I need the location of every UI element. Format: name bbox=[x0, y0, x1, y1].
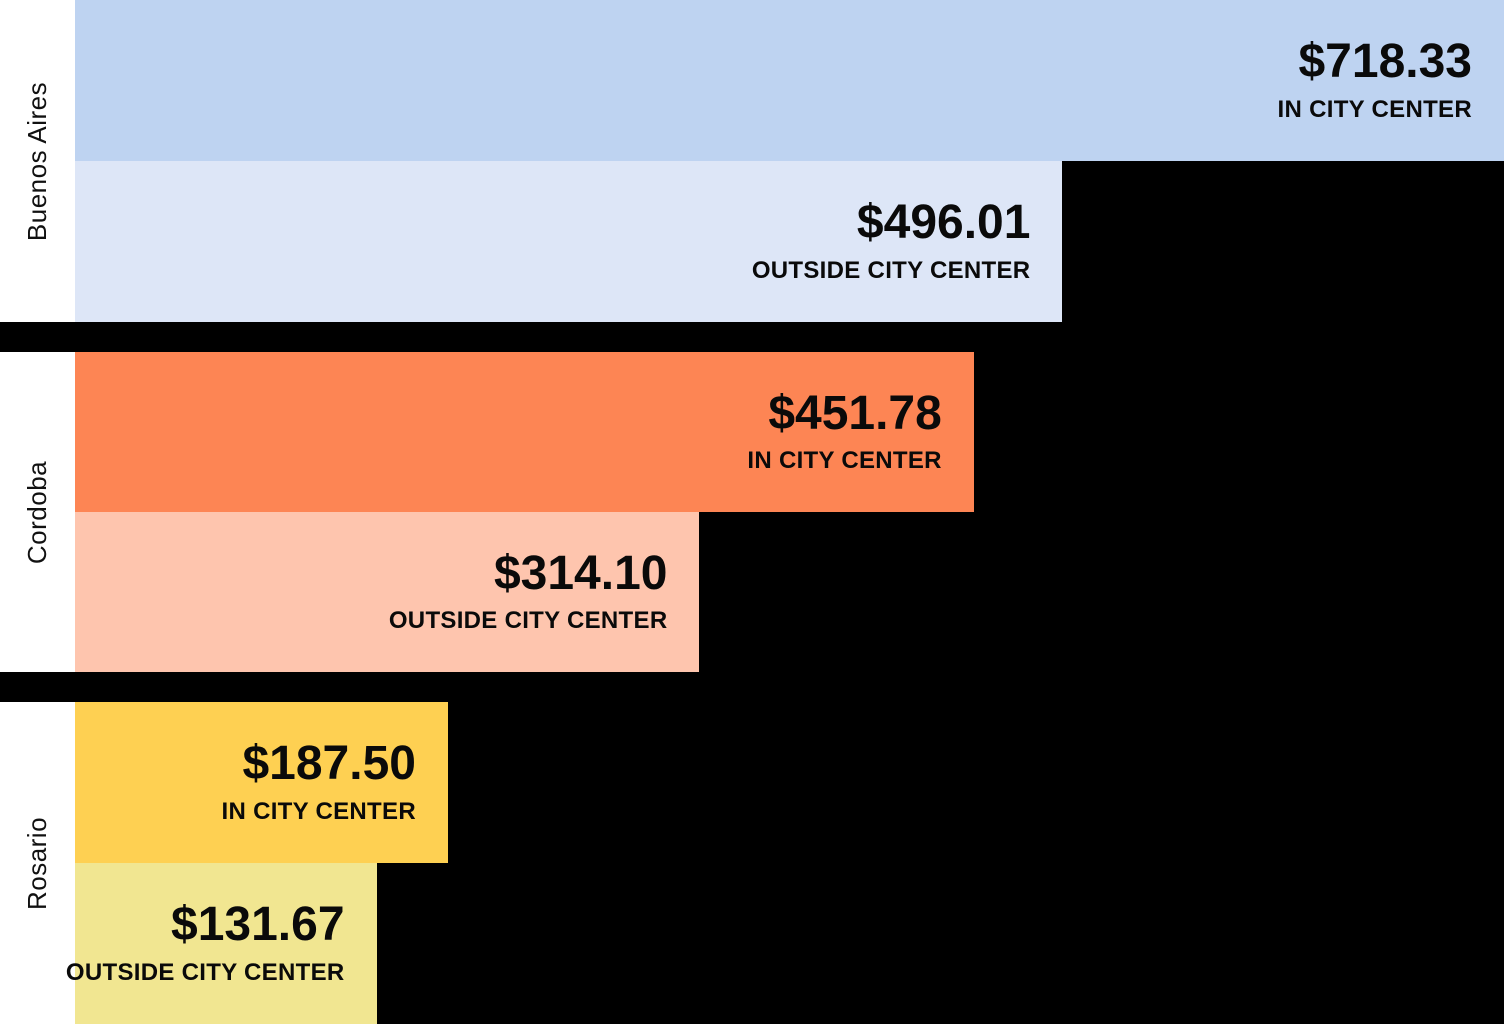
category-label: Rosario bbox=[22, 816, 52, 910]
bar-outside-city-center: $131.67 OUTSIDE CITY CENTER bbox=[66, 863, 377, 1024]
bar-series-label: IN CITY CENTER bbox=[1277, 95, 1472, 123]
category-label-column: Cordoba bbox=[0, 352, 75, 672]
group-buenos-aires: Buenos Aires $718.33 IN CITY CENTER $496… bbox=[0, 0, 1504, 322]
bar-series-label: OUTSIDE CITY CENTER bbox=[65, 958, 345, 986]
category-label-column: Rosario bbox=[0, 702, 75, 1024]
bar-value-label: $718.33 bbox=[1298, 35, 1472, 89]
bar-value-label: $131.67 bbox=[171, 898, 345, 952]
bar-value-label: $451.78 bbox=[768, 386, 942, 440]
bar-series-label: IN CITY CENTER bbox=[747, 447, 942, 475]
bar-track: $451.78 IN CITY CENTER $314.10 OUTSIDE C… bbox=[75, 352, 1504, 672]
bar-track: $718.33 IN CITY CENTER $496.01 OUTSIDE C… bbox=[75, 0, 1504, 322]
category-label: Buenos Aires bbox=[22, 81, 52, 241]
category-label: Cordoba bbox=[22, 460, 53, 564]
bar-series-label: OUTSIDE CITY CENTER bbox=[388, 607, 668, 635]
bar-value-label: $314.10 bbox=[493, 546, 668, 600]
category-label-column: Buenos Aires bbox=[0, 0, 75, 322]
group-rosario: Rosario $187.50 IN CITY CENTER $131.67 O… bbox=[0, 702, 1504, 1024]
bar-track: $187.50 IN CITY CENTER $131.67 OUTSIDE C… bbox=[66, 702, 1504, 1024]
bar-in-city-center: $451.78 IN CITY CENTER bbox=[75, 352, 974, 512]
bar-in-city-center: $718.33 IN CITY CENTER bbox=[75, 0, 1504, 161]
bar-value-label: $496.01 bbox=[856, 196, 1031, 250]
bar-in-city-center: $187.50 IN CITY CENTER bbox=[75, 702, 448, 863]
bar-series-label: OUTSIDE CITY CENTER bbox=[751, 256, 1031, 284]
group-cordoba: Cordoba $451.78 IN CITY CENTER $314.10 O… bbox=[0, 352, 1504, 672]
bar-series-label: IN CITY CENTER bbox=[221, 797, 416, 825]
bar-outside-city-center: $314.10 OUTSIDE CITY CENTER bbox=[75, 512, 700, 672]
bar-value-label: $187.50 bbox=[242, 737, 416, 791]
bar-outside-city-center: $496.01 OUTSIDE CITY CENTER bbox=[75, 161, 1063, 322]
